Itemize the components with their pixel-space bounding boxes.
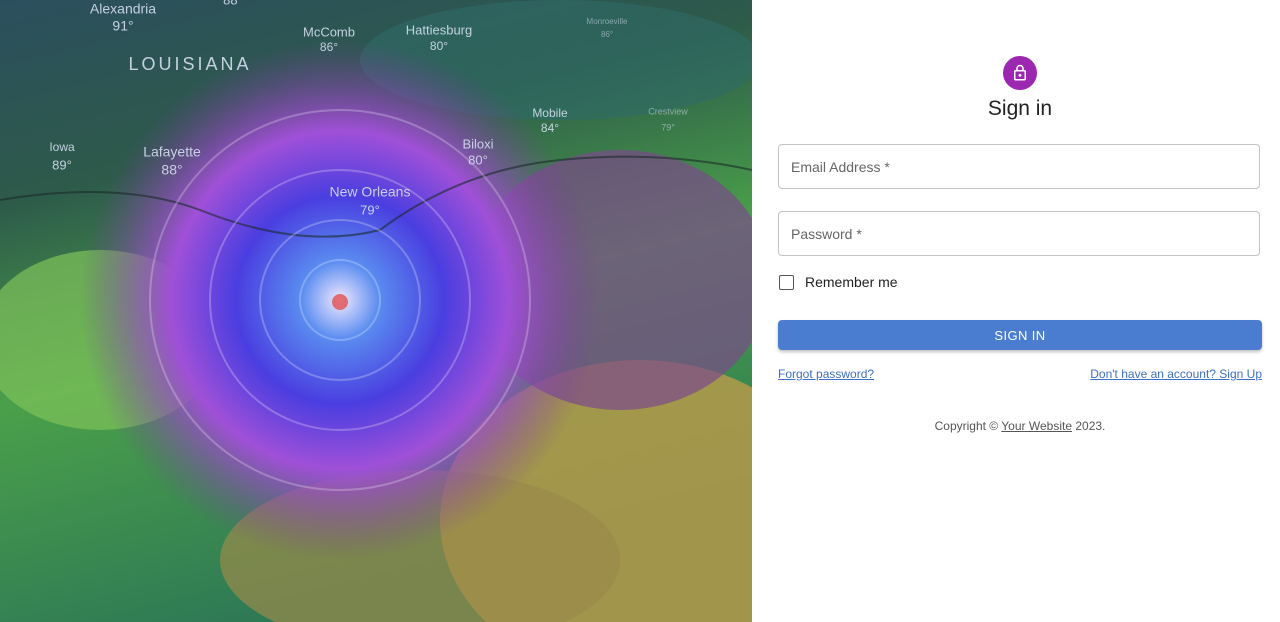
email-input[interactable]: Email Address * <box>778 144 1260 189</box>
email-label: Email Address * <box>791 158 890 175</box>
map-label: Mobile <box>532 106 568 120</box>
password-input[interactable]: Password * <box>778 211 1260 256</box>
forgot-link[interactable]: Forgot password? <box>778 367 875 381</box>
remember-label: Remember me <box>805 274 898 290</box>
submit-button[interactable]: SIGN IN <box>778 320 1262 350</box>
map-label: 88° <box>161 162 182 178</box>
map-label: 79° <box>661 122 675 132</box>
map-label: 89° <box>52 157 72 172</box>
map-label: Hattiesburg <box>406 22 472 37</box>
map-label: McComb <box>303 24 355 39</box>
map-label: LOUISIANA <box>128 54 251 74</box>
map-label: 91° <box>112 18 133 34</box>
map-label: 86° <box>601 30 613 39</box>
weather-map: Alexandria91°88°McComb86°Hattiesburg80°M… <box>0 0 752 622</box>
map-label: Biloxi <box>462 136 493 151</box>
map-label: Monroeville <box>587 17 628 26</box>
map-label: 80° <box>430 39 448 53</box>
map-label: 86° <box>320 40 338 54</box>
map-label: Iowa <box>49 140 75 154</box>
checkbox-box <box>779 274 794 290</box>
footer-prefix: Copyright © <box>934 419 999 433</box>
footer: Copyright © Your Website 2023. <box>752 419 1280 433</box>
lock-glyph <box>1014 64 1026 81</box>
map-label: Lafayette <box>143 144 201 160</box>
map-label: New Orleans <box>330 184 411 200</box>
lock-icon <box>1003 56 1037 90</box>
map-label: Crestview <box>648 106 688 116</box>
footer-suffix: 2023. <box>1075 419 1106 433</box>
footer-link[interactable]: Your Website <box>1001 419 1072 433</box>
remember-checkbox[interactable]: Remember me <box>779 274 898 290</box>
form-title: Sign in <box>987 97 1053 120</box>
map-label: 79° <box>360 202 380 217</box>
map-label: 88° <box>223 0 243 7</box>
map-label: 80° <box>468 152 488 167</box>
sign-in-panel: Sign in Email Address * Password * Remem… <box>752 0 1280 622</box>
password-label: Password * <box>791 225 862 242</box>
map-label: 84° <box>541 121 559 135</box>
hero-image: Alexandria91°88°McComb86°Hattiesburg80°M… <box>0 0 752 622</box>
map-label: Alexandria <box>90 1 156 17</box>
signup-link[interactable]: Don't have an account? Sign Up <box>1090 367 1262 381</box>
